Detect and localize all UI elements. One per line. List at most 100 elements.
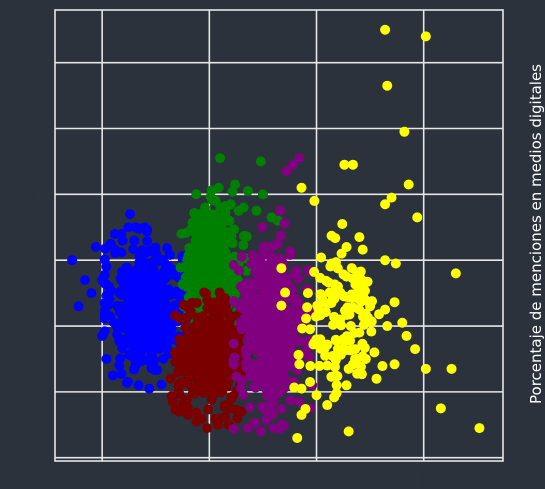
data-point [210,355,221,366]
data-point [360,308,371,319]
x-tick-label: 0.5 [305,473,327,489]
data-point [187,272,198,283]
data-point [202,295,213,306]
data-point [330,370,341,381]
y-tick-label: 0.4 [20,187,42,203]
data-point [371,373,382,384]
data-point [235,383,246,394]
data-point [270,362,281,373]
data-point [339,305,350,316]
data-point [80,274,91,285]
data-point [116,368,127,379]
data-point [275,327,286,338]
x-tick-labels: -0.5 0.0 0.5 1.0 [88,473,434,489]
data-point [245,371,256,382]
data-point [272,238,283,249]
data-point [335,314,346,325]
data-point [283,306,294,317]
data-point [182,409,193,420]
y-tick-label: -0.2 [15,385,42,401]
data-point [403,179,414,190]
data-point [345,321,356,332]
data-point [257,289,268,300]
data-point [255,315,266,326]
data-point [285,250,296,261]
data-point [223,215,234,226]
data-point [97,274,108,285]
data-point [257,189,268,200]
data-point [339,291,350,302]
data-point [261,414,272,425]
data-point [242,423,253,434]
data-point [294,153,305,164]
plot-frame [54,9,504,462]
data-point [322,400,333,411]
data-point [326,258,337,269]
data-point [341,242,352,253]
data-point [101,261,112,272]
data-point [284,339,295,350]
data-point [275,205,286,216]
data-point [247,332,258,343]
data-point [331,388,342,399]
data-point [73,301,84,312]
data-point [101,353,112,364]
data-point [114,360,125,371]
data-point [389,359,400,370]
data-point [279,353,290,364]
data-point [261,405,272,416]
data-point [231,371,242,382]
data-point [149,364,160,375]
data-point [252,302,263,313]
data-point [90,242,101,253]
data-point [328,319,339,330]
data-point [238,202,249,213]
data-point [156,379,167,390]
data-point [202,303,213,314]
data-point [386,192,397,203]
data-point [122,376,133,387]
data-point [268,423,279,434]
data-point [322,339,333,350]
data-point [474,423,485,434]
data-point [293,273,304,284]
data-point [366,326,377,337]
data-point [276,263,287,274]
data-point [228,338,239,349]
cluster-4 [228,153,322,437]
data-point [289,321,300,332]
data-point [399,126,410,137]
data-point [185,306,196,317]
data-point [255,156,266,167]
data-point [174,406,185,417]
data-point [106,285,117,296]
x-tick-label: 1.0 [413,473,435,489]
data-point [420,363,431,374]
data-point [228,359,239,370]
data-point [323,277,334,288]
data-point [133,380,144,391]
data-point [170,356,181,367]
data-point [220,319,231,330]
data-point [279,218,290,229]
data-point [165,373,176,384]
data-point [97,330,108,341]
data-point [164,250,175,261]
data-point [341,271,352,282]
data-point [354,327,365,338]
data-point [277,318,288,329]
data-point [211,311,222,322]
data-point [278,368,289,379]
cluster-5 [276,24,485,443]
data-point [125,209,136,220]
data-point [250,267,261,278]
data-point [356,369,367,380]
data-point [247,284,258,295]
data-point [242,186,253,197]
data-point [294,396,305,407]
data-point [225,403,236,414]
data-point [250,417,261,428]
data-point [226,272,237,283]
data-point [287,159,298,170]
data-point [138,279,149,290]
